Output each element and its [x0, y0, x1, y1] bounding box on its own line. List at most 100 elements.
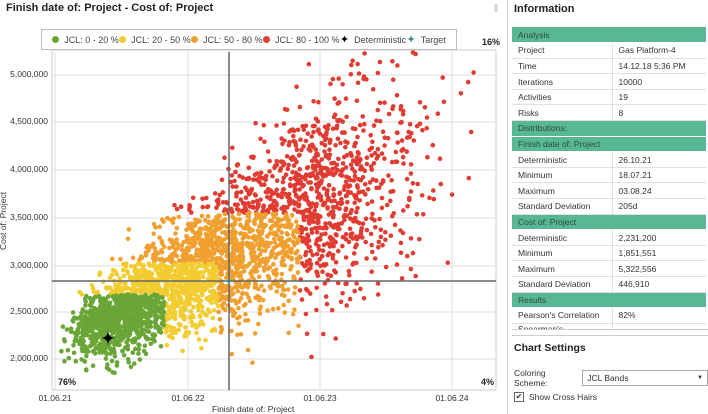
data-point — [427, 195, 432, 201]
data-point — [371, 161, 377, 166]
data-point — [335, 201, 341, 206]
data-point — [143, 253, 149, 258]
legend-item[interactable]: ✦ Deterministic — [340, 33, 406, 46]
data-point — [60, 324, 66, 329]
circle-marker-icon — [52, 36, 60, 43]
data-point — [340, 82, 345, 87]
data-point — [466, 175, 472, 181]
data-point — [157, 309, 162, 314]
legend-item[interactable]: JCL: 80 - 100 % — [262, 35, 340, 45]
data-point — [310, 123, 316, 129]
data-point — [121, 273, 127, 279]
data-point — [260, 297, 266, 303]
data-point — [193, 269, 198, 275]
data-point — [395, 63, 400, 68]
data-point — [132, 361, 137, 366]
data-point — [302, 208, 308, 214]
data-point — [210, 315, 216, 321]
data-point — [174, 225, 180, 231]
data-point — [374, 185, 379, 191]
data-point — [274, 187, 280, 193]
data-point — [343, 165, 349, 170]
show-cross-hairs-checkbox[interactable]: ✔ — [514, 392, 524, 402]
data-point — [338, 172, 343, 178]
data-point — [128, 364, 134, 370]
data-point — [377, 100, 383, 106]
scatter-chart[interactable] — [0, 0, 506, 414]
data-point — [343, 232, 349, 237]
data-point — [414, 212, 420, 217]
data-point — [336, 76, 342, 81]
legend-item[interactable]: JCL: 0 - 20 % — [52, 35, 119, 45]
data-point — [304, 214, 310, 219]
data-point — [352, 143, 357, 149]
data-point — [355, 205, 360, 211]
data-point — [390, 59, 395, 64]
data-point — [355, 61, 360, 67]
data-point — [79, 357, 84, 362]
data-point — [296, 153, 302, 158]
data-point — [252, 238, 258, 243]
data-point — [390, 106, 395, 112]
data-point — [303, 138, 309, 144]
data-point — [378, 234, 384, 240]
data-point — [184, 227, 189, 232]
data-point — [82, 359, 88, 364]
pin-icon[interactable] — [494, 4, 498, 12]
data-point — [408, 266, 414, 272]
info-label: Pearson's Correlation — [512, 307, 612, 324]
data-point — [205, 214, 211, 219]
legend-item[interactable]: JCL: 20 - 50 % — [119, 35, 191, 45]
info-label: Maximum — [512, 260, 612, 277]
data-point — [244, 291, 249, 297]
info-value: 14.12.18 5:36 PM — [611, 58, 706, 75]
data-point — [295, 270, 301, 275]
data-point — [337, 191, 342, 196]
data-point — [404, 149, 410, 154]
data-point — [296, 203, 302, 209]
data-point — [270, 173, 275, 179]
data-point — [233, 265, 239, 270]
data-point — [68, 329, 74, 335]
data-point — [364, 161, 370, 167]
data-point — [234, 163, 240, 168]
data-point — [424, 125, 430, 131]
panel-splitter[interactable] — [507, 0, 508, 414]
data-point — [218, 330, 224, 335]
data-point — [333, 336, 339, 341]
data-point — [243, 195, 249, 200]
data-point — [388, 233, 394, 238]
data-point — [207, 268, 212, 274]
data-point — [312, 208, 318, 213]
data-point — [376, 245, 381, 250]
data-point — [356, 71, 362, 76]
legend-item[interactable]: ✦ Target — [407, 33, 446, 46]
data-point — [382, 100, 387, 105]
data-point — [71, 350, 77, 356]
data-point — [369, 199, 375, 204]
data-point — [262, 139, 267, 145]
data-point — [74, 316, 80, 321]
info-value: 82% — [611, 307, 706, 324]
info-value: 76% — [611, 323, 706, 329]
data-point — [197, 313, 203, 319]
data-point — [281, 302, 287, 308]
data-point — [316, 99, 321, 105]
chart-settings-title: Chart Settings — [514, 342, 586, 354]
data-point — [331, 186, 336, 192]
data-point — [392, 222, 398, 228]
x-tick-label: 01.06.24 — [435, 393, 469, 403]
data-point — [183, 325, 188, 330]
data-point — [308, 148, 313, 153]
data-point — [341, 154, 347, 160]
coloring-scheme-select[interactable]: JCL Bands ▼ — [582, 370, 708, 386]
data-point — [219, 324, 224, 330]
data-point — [263, 173, 269, 179]
data-point — [243, 226, 249, 231]
legend-item[interactable]: JCL: 50 - 80 % — [191, 35, 263, 45]
data-point — [292, 285, 298, 290]
data-point — [407, 197, 412, 203]
data-point — [408, 236, 414, 241]
data-point — [265, 273, 271, 279]
data-point — [313, 147, 319, 152]
